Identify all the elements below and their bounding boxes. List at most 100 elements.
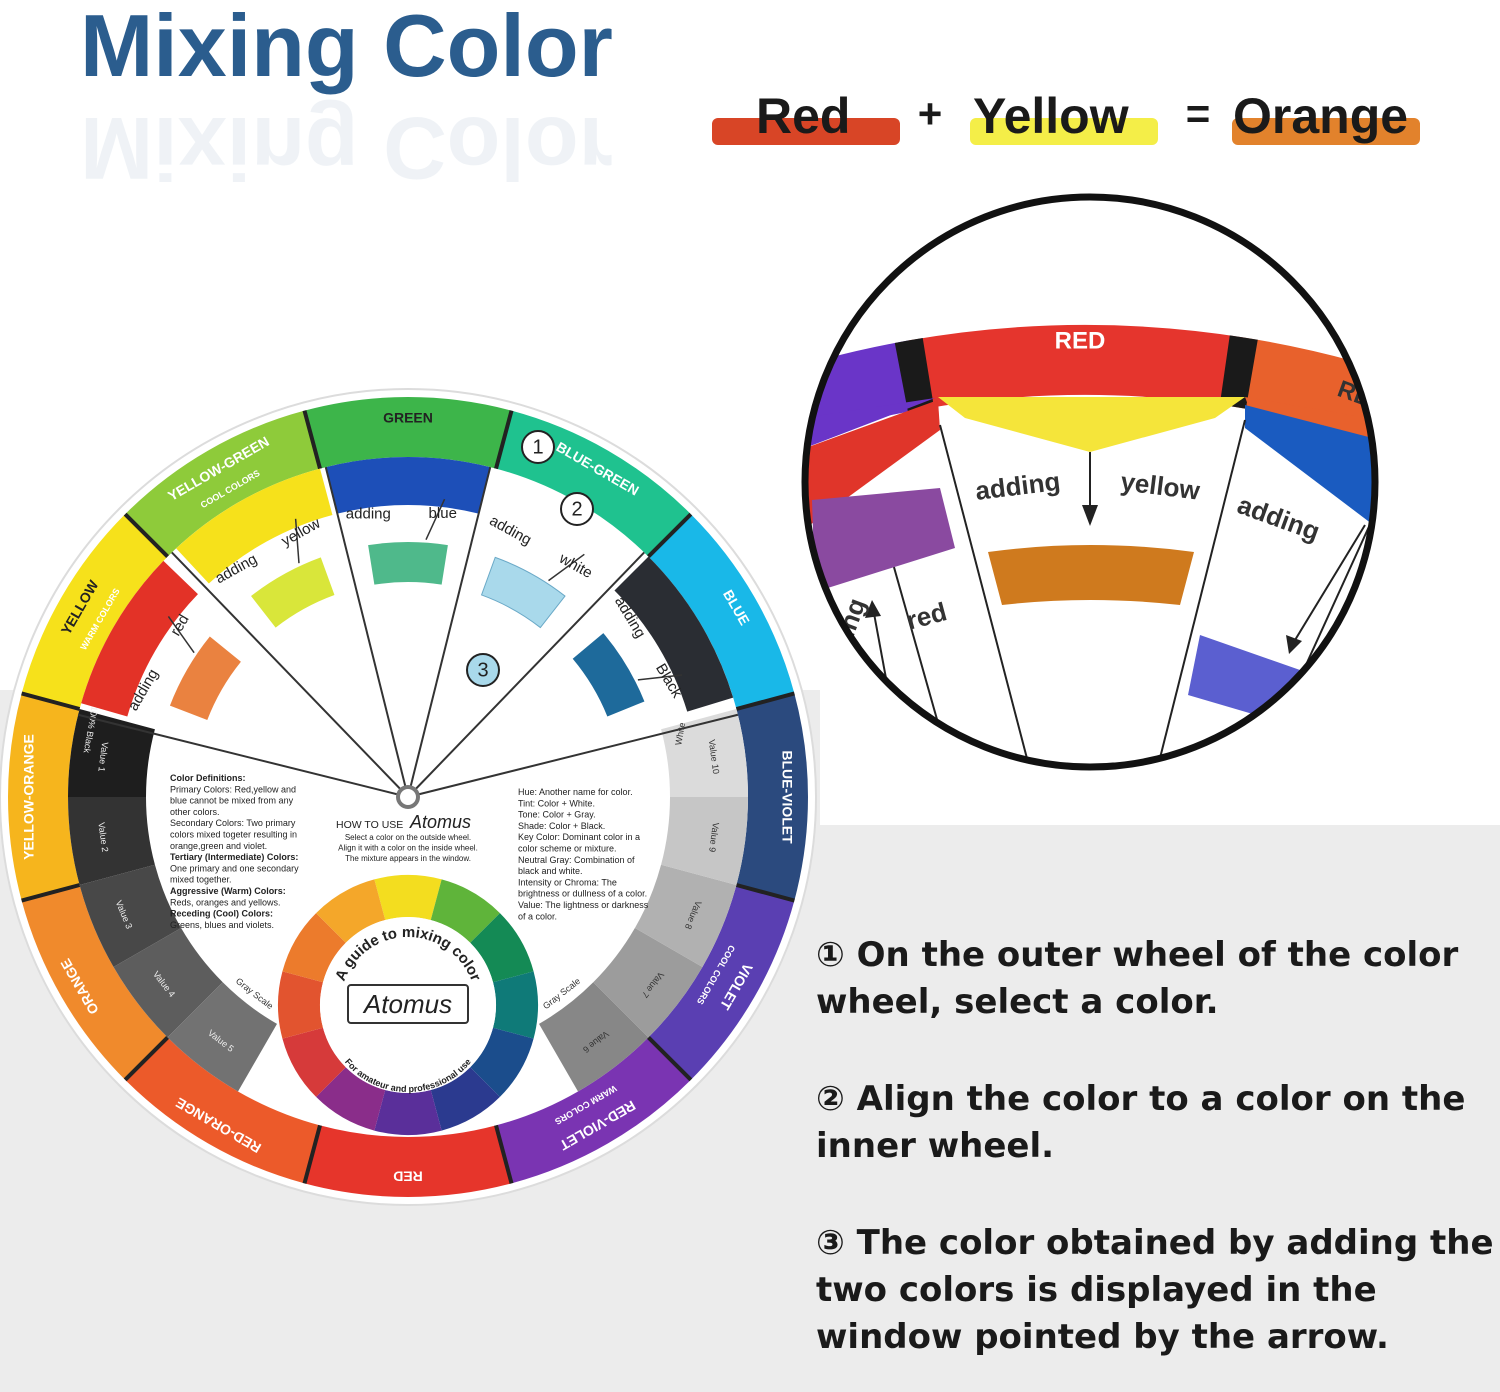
definition-line: One primary and one secondary [170, 863, 299, 873]
inner-segment [493, 971, 538, 1039]
step-line: window pointed by the arrow. [816, 1317, 1389, 1357]
segment-divider [302, 1124, 322, 1184]
inner-segment [470, 913, 534, 983]
inner-segment [374, 875, 442, 920]
equation-equals: = [1186, 90, 1211, 137]
definition-line: Receding (Cool) Colors: [170, 909, 273, 919]
inner-segment [282, 1027, 346, 1097]
definition-line: Shade: Color + Black. [518, 821, 605, 831]
gray-swatch [79, 864, 182, 967]
definition-line: other colors. [170, 807, 220, 817]
segment-divider [647, 512, 693, 558]
inner-segment [316, 879, 386, 943]
segment-divider [494, 1124, 514, 1184]
definition-line: Tertiary (Intermediate) Colors: [170, 852, 298, 862]
segment-divider [735, 691, 795, 711]
zoom-divider [894, 338, 934, 412]
mix-window [368, 542, 448, 585]
definition-line: Color Definitions: [170, 773, 246, 783]
step-marker [521, 430, 555, 464]
zoom-orange-band [1245, 397, 1373, 440]
outer-segment [736, 693, 808, 901]
segment-divider [21, 691, 81, 711]
definition-line: Neutral Gray: Combination of [518, 855, 635, 865]
arrow [167, 616, 195, 654]
red-highlight [712, 118, 900, 145]
zoom-arrowhead [1286, 635, 1302, 654]
definition-line: mixed together. [170, 875, 232, 885]
definition-line: Intensity or Chroma: The [518, 877, 617, 887]
step-line: ① On the outer wheel of the color [816, 935, 1458, 975]
zoom-window-purple [812, 488, 955, 592]
outer-segment [8, 693, 80, 901]
step-line: wheel, select a color. [816, 982, 1219, 1022]
fan-line [407, 551, 645, 798]
zoom-ring [1232, 337, 1373, 566]
definition-line: colors mixed togeter resulting in [170, 830, 297, 840]
definition-line: Hue: Another name for color. [518, 787, 633, 797]
how-to-title: HOW TO USE [336, 819, 403, 831]
equation-left: Red [756, 88, 850, 144]
window-verb: adding [346, 506, 391, 523]
segment-label: GREEN [383, 410, 433, 426]
zoom-blue-region [1245, 405, 1373, 530]
inner-band [81, 560, 198, 717]
arrow [425, 498, 446, 540]
inner-segment [374, 1090, 442, 1135]
definition-line: Secondary Colors: Two primary [170, 818, 296, 828]
definition-line: black and white. [518, 866, 583, 876]
mix-window [572, 633, 645, 717]
gray-swatch [539, 982, 649, 1092]
fan-line [407, 466, 492, 798]
zoom-label: RED [1055, 327, 1106, 354]
zoom-purple-band [807, 398, 935, 450]
title: Mixing Color [80, 0, 613, 95]
outer-segment [125, 1037, 321, 1184]
segment-divider [21, 883, 81, 903]
gray-swatch [593, 928, 703, 1038]
definition-line: brightness or dullness of a color. [518, 889, 647, 899]
step-line: inner wheel. [816, 1126, 1054, 1166]
inner-band [614, 556, 734, 712]
zoom-red-region [807, 400, 940, 525]
step-marker-label: 3 [477, 659, 488, 681]
segment-divider [123, 512, 169, 558]
value-label: Value 10 [707, 739, 721, 775]
window-color: blue [429, 505, 457, 522]
gray-swatch [68, 797, 155, 885]
inner-segment [470, 1027, 534, 1097]
zoom-window-orange [988, 545, 1194, 605]
fan-line [407, 713, 739, 798]
mix-window [251, 557, 335, 628]
zoom-frame [801, 193, 1379, 771]
how-to-brand: Atomus [409, 812, 471, 832]
inner-brand: Atomus [362, 989, 452, 1019]
inner-segment [316, 1067, 386, 1131]
step-marker-label: 1 [532, 436, 543, 458]
mix-window [480, 556, 566, 629]
definition-line: Tint: Color + White. [518, 798, 595, 808]
step-marker [466, 653, 500, 687]
outer-segment [648, 884, 795, 1080]
step-line: ② Align the color to a color on the [816, 1079, 1465, 1119]
arrow [294, 518, 300, 564]
segment-divider [494, 410, 514, 470]
zoom-arrowhead [865, 600, 881, 618]
definition-line: orange,green and violet. [170, 841, 267, 851]
outer-segment [648, 514, 795, 710]
definition-line: of a color. [518, 911, 557, 921]
gray-swatch [113, 928, 223, 1038]
value-label: Value 9 [707, 822, 721, 853]
outer-segment [495, 1037, 691, 1184]
definition-line: Greens, blues and violets. [170, 920, 274, 930]
arrow [548, 553, 585, 582]
definition-line: Key Color: Dominant color in a [518, 832, 640, 842]
definition-line: color scheme or mixture. [518, 844, 617, 854]
step-line: ③ The color obtained by adding the [816, 1223, 1494, 1263]
definition-line: blue cannot be mixed from any [170, 796, 294, 806]
brand-box [347, 984, 469, 1024]
color-wheel: GREENBLUE-GREENBLUEBLUE-VIOLETVIOLETRED-… [0, 388, 817, 1206]
how-to-line: Align it with a color on the inside whee… [338, 844, 478, 853]
